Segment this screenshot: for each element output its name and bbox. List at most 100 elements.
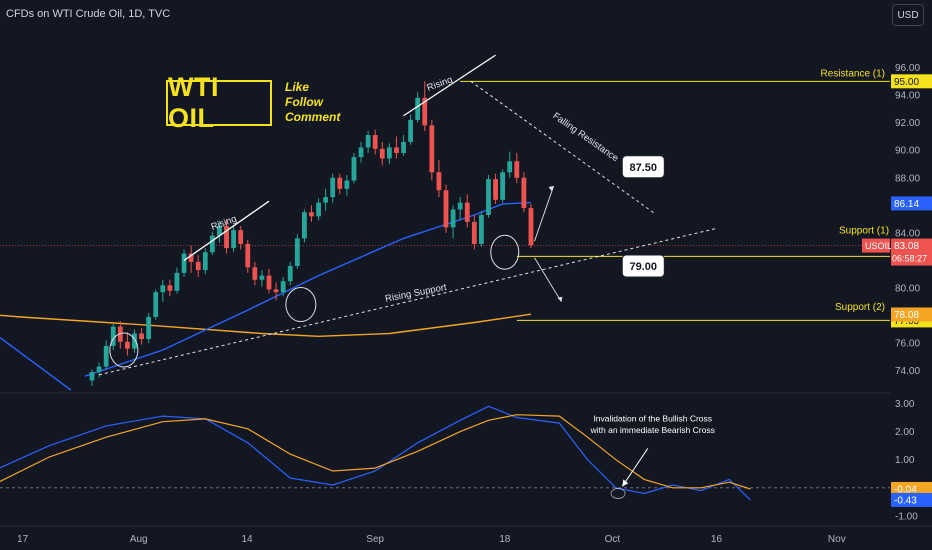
candle-body: [245, 243, 251, 268]
candle: [323, 188, 329, 211]
candle: [103, 340, 109, 370]
candle: [493, 173, 498, 204]
x-tick-label: 14: [241, 534, 253, 545]
candle: [514, 152, 520, 184]
candle: [224, 219, 229, 254]
candle-body: [280, 281, 286, 293]
logo-wti-oil: WTI OIL: [166, 72, 272, 133]
candle-body: [139, 333, 144, 340]
osc-fast-line: [0, 405, 751, 501]
osc-annotation-line-2: with an immediate Bearish Cross: [590, 425, 715, 435]
support-2-label: Support (2): [835, 302, 885, 313]
rising-line-1: [183, 200, 270, 261]
tag-resistance-1-text: 95.00: [894, 77, 919, 88]
osc-y-tick-label: 3.00: [895, 399, 915, 410]
candle: [231, 224, 236, 253]
candle: [273, 282, 279, 301]
ma-slow-line: [0, 313, 532, 338]
x-tick-label: 17: [17, 534, 29, 545]
candle: [195, 254, 201, 277]
ma-fast-tail: [0, 337, 72, 391]
candle: [209, 231, 215, 255]
x-tick-label: Oct: [605, 534, 621, 545]
y-tick-label: 94.00: [895, 91, 920, 102]
candle: [429, 119, 435, 181]
x-tick-label: 16: [711, 534, 723, 545]
highlight-circle: [285, 287, 317, 323]
candle-body: [252, 267, 258, 280]
candle: [330, 173, 336, 203]
candle: [287, 261, 293, 286]
candle-body: [259, 275, 265, 280]
candle: [302, 209, 307, 243]
y-tick-label: 92.00: [895, 118, 920, 129]
candle: [500, 169, 506, 203]
osc-tag-bg: [891, 481, 932, 496]
rising-line-2: [403, 54, 496, 117]
candle: [379, 141, 385, 166]
osc-y-tick-label: 1.00: [895, 455, 915, 466]
candle-body: [323, 197, 329, 203]
candle: [117, 321, 123, 349]
osc-y-tick-label: -1.00: [895, 511, 918, 522]
candle: [394, 136, 399, 159]
candle: [294, 234, 300, 269]
candle: [351, 152, 357, 184]
candle-body: [471, 221, 477, 244]
candle: [110, 323, 116, 351]
candle-body: [464, 202, 470, 222]
candle-body: [386, 147, 392, 159]
call-to-action: Like Follow Comment: [285, 80, 340, 125]
candle-body: [188, 253, 194, 262]
candle-body: [365, 135, 371, 148]
candle-body: [486, 179, 491, 215]
candle: [181, 249, 187, 277]
candle: [245, 239, 251, 273]
candle: [358, 141, 364, 163]
projection-down-arrowhead: [557, 296, 563, 302]
highlight-circle: [109, 332, 139, 368]
candle-body: [238, 230, 244, 244]
candle-body: [330, 177, 336, 198]
y-tick-label: 90.00: [895, 146, 920, 157]
candle-body: [153, 292, 159, 317]
projection-up-line: [534, 185, 555, 242]
candle: [408, 114, 413, 145]
cta-follow: Follow: [285, 95, 323, 109]
candle-body: [309, 212, 314, 217]
currency-button[interactable]: USD: [892, 4, 924, 26]
candle: [337, 173, 343, 195]
candle-body: [302, 212, 307, 239]
candle-body: [294, 238, 300, 266]
x-tick-label: Nov: [828, 534, 846, 545]
osc-arrow-line: [621, 448, 649, 487]
candle: [479, 210, 484, 247]
candle-body: [528, 208, 534, 246]
candle: [252, 261, 258, 286]
candle-body: [273, 289, 279, 293]
tag-resistance-1-bg: [891, 74, 932, 89]
candle-body: [231, 230, 236, 249]
candle-body: [521, 177, 527, 209]
y-tick-label: 88.00: [895, 173, 920, 184]
candle: [344, 175, 350, 196]
candle: [386, 143, 392, 164]
price-tag-bg: [891, 238, 932, 266]
candle-body: [117, 326, 123, 342]
candle: [309, 205, 314, 222]
projection-up-arrowhead: [548, 186, 554, 192]
candle-body: [103, 345, 109, 367]
candle-body: [401, 141, 406, 153]
osc-tag-bg: [891, 492, 932, 507]
y-tick-label: 96.00: [895, 63, 920, 74]
tag-ma-bg: [891, 196, 932, 211]
candle-body: [379, 148, 385, 159]
resistance-1-label: Resistance (1): [821, 68, 885, 79]
candle: [202, 248, 208, 275]
candle-body: [266, 275, 272, 290]
candle-body: [457, 202, 463, 210]
candle: [188, 245, 194, 273]
candle: [132, 329, 137, 353]
target-down: 79.00: [621, 254, 665, 278]
